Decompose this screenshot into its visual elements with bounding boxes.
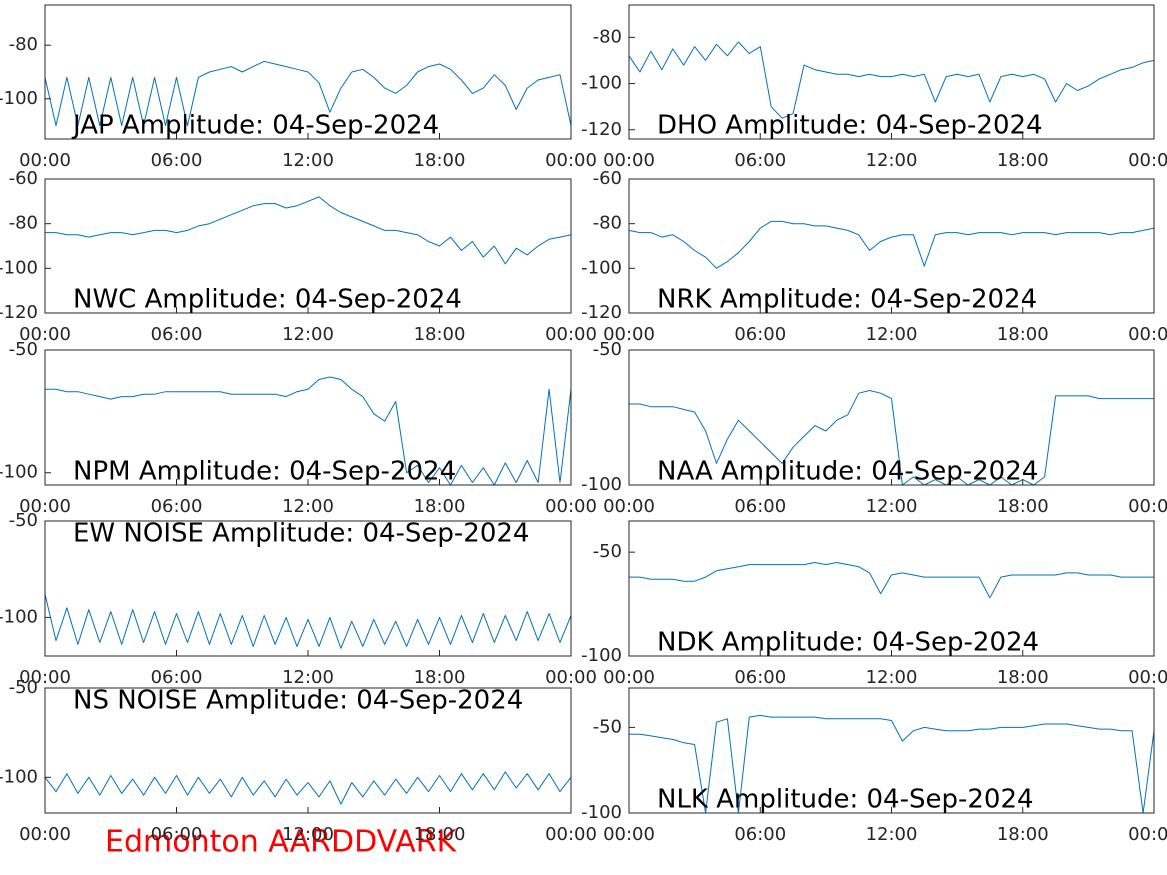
x-tick-label: 12:00 xyxy=(282,324,334,345)
x-tick-label: 06:00 xyxy=(734,824,786,845)
y-tick-label: -50 xyxy=(593,339,622,360)
x-tick-label: 00:00 xyxy=(603,496,655,517)
chart-title: NS NOISE Amplitude: 04-Sep-2024 xyxy=(73,686,523,716)
y-tick-label: -100 xyxy=(0,606,38,627)
x-tick-label: 12:00 xyxy=(866,150,918,171)
y-tick-label: -100 xyxy=(0,88,38,109)
y-tick-label: -60 xyxy=(593,168,622,189)
x-tick-label: 18:00 xyxy=(414,150,466,171)
y-tick-label: -100 xyxy=(581,73,622,94)
x-tick-label: 06:00 xyxy=(734,667,786,688)
x-tick-label: 00:00 xyxy=(1128,324,1167,345)
y-tick-label: -80 xyxy=(593,26,622,47)
amplitude-line xyxy=(44,771,572,805)
amplitude-line xyxy=(628,41,1155,119)
x-tick-label: 00:00 xyxy=(19,824,71,845)
x-tick-label: 00:00 xyxy=(603,667,655,688)
y-tick-label: -100 xyxy=(581,257,622,278)
x-tick-label: 00:00 xyxy=(603,150,655,171)
x-tick-label: 00:00 xyxy=(19,324,71,345)
chart-title: EW NOISE Amplitude: 04-Sep-2024 xyxy=(73,519,529,549)
x-tick-label: 18:00 xyxy=(997,150,1049,171)
x-tick-label: 00:00 xyxy=(603,324,655,345)
x-tick-label: 00:00 xyxy=(19,150,71,171)
amplitude-line xyxy=(628,220,1155,269)
y-tick-label: -120 xyxy=(581,119,622,140)
y-tick-label: -50 xyxy=(9,677,38,698)
x-tick-label: 06:00 xyxy=(151,324,203,345)
y-tick-label: -100 xyxy=(0,766,38,787)
x-tick-label: 06:00 xyxy=(734,150,786,171)
x-tick-label: 18:00 xyxy=(997,667,1049,688)
y-tick-label: -120 xyxy=(581,302,622,323)
x-tick-label: 18:00 xyxy=(414,324,466,345)
x-tick-label: 18:00 xyxy=(997,824,1049,845)
x-tick-label: 06:00 xyxy=(151,667,203,688)
x-tick-label: 18:00 xyxy=(997,496,1049,517)
amplitude-line xyxy=(629,714,1155,814)
y-tick-label: -80 xyxy=(9,213,38,234)
chart-title: JAP Amplitude: 04-Sep-2024 xyxy=(71,111,439,141)
x-tick-label: 00:00 xyxy=(545,150,597,171)
y-tick-label: -100 xyxy=(581,645,622,666)
x-tick-label: 12:00 xyxy=(866,824,918,845)
x-tick-label: 12:00 xyxy=(866,324,918,345)
x-tick-label: 18:00 xyxy=(414,496,466,517)
x-tick-label: 00:00 xyxy=(545,667,597,688)
x-tick-label: 00:00 xyxy=(1128,150,1167,171)
chart-title: NLK Amplitude: 04-Sep-2024 xyxy=(657,785,1034,815)
y-tick-label: -120 xyxy=(0,302,38,323)
amplitude-line xyxy=(44,594,572,649)
y-tick-label: -100 xyxy=(581,802,622,823)
x-tick-label: 06:00 xyxy=(151,824,203,845)
chart-title: NAA Amplitude: 04-Sep-2024 xyxy=(657,457,1038,487)
y-tick-label: -80 xyxy=(9,34,38,55)
x-tick-label: 00:00 xyxy=(19,496,71,517)
x-tick-label: 06:00 xyxy=(151,496,203,517)
x-tick-label: 00:00 xyxy=(19,667,71,688)
chart-title: NDK Amplitude: 04-Sep-2024 xyxy=(657,628,1039,658)
x-tick-label: 06:00 xyxy=(151,150,203,171)
amplitude-line xyxy=(45,196,572,265)
x-tick-label: 00:00 xyxy=(545,324,597,345)
footer: Edmonton AARDDVARK xyxy=(105,825,458,860)
x-tick-label: 06:00 xyxy=(734,324,786,345)
x-tick-label: 06:00 xyxy=(734,496,786,517)
x-tick-label: 00:00 xyxy=(603,824,655,845)
chart-title: DHO Amplitude: 04-Sep-2024 xyxy=(657,111,1043,141)
y-tick-label: -50 xyxy=(9,510,38,531)
x-tick-label: 18:00 xyxy=(414,824,466,845)
x-tick-label: 18:00 xyxy=(997,324,1049,345)
x-tick-label: 00:00 xyxy=(1128,824,1167,845)
x-tick-label: 00:00 xyxy=(1128,667,1167,688)
x-tick-label: 00:00 xyxy=(545,824,597,845)
y-tick-label: -100 xyxy=(0,462,38,483)
x-tick-label: 00:00 xyxy=(545,496,597,517)
x-tick-label: 12:00 xyxy=(866,667,918,688)
chart-title: NPM Amplitude: 04-Sep-2024 xyxy=(73,457,456,487)
x-tick-label: 12:00 xyxy=(282,496,334,517)
amplitude-line xyxy=(45,376,572,486)
x-tick-label: 12:00 xyxy=(866,496,918,517)
y-tick-label: -60 xyxy=(9,168,38,189)
y-tick-label: -80 xyxy=(593,213,622,234)
amplitude-line xyxy=(44,60,572,127)
y-tick-label: -50 xyxy=(9,339,38,360)
x-tick-label: 00:00 xyxy=(1128,496,1167,517)
chart-title: NWC Amplitude: 04-Sep-2024 xyxy=(73,285,462,315)
amplitude-line xyxy=(629,562,1154,599)
y-tick-label: -100 xyxy=(581,474,622,495)
y-tick-label: -50 xyxy=(593,541,622,562)
x-tick-label: 12:00 xyxy=(282,667,334,688)
y-tick-label: -100 xyxy=(0,257,38,278)
x-tick-label: 12:00 xyxy=(282,150,334,171)
amplitude-line xyxy=(629,390,1154,486)
chart-title: NRK Amplitude: 04-Sep-2024 xyxy=(657,285,1037,315)
x-tick-label: 12:00 xyxy=(282,824,334,845)
x-tick-label: 18:00 xyxy=(414,667,466,688)
y-tick-label: -50 xyxy=(593,716,622,737)
